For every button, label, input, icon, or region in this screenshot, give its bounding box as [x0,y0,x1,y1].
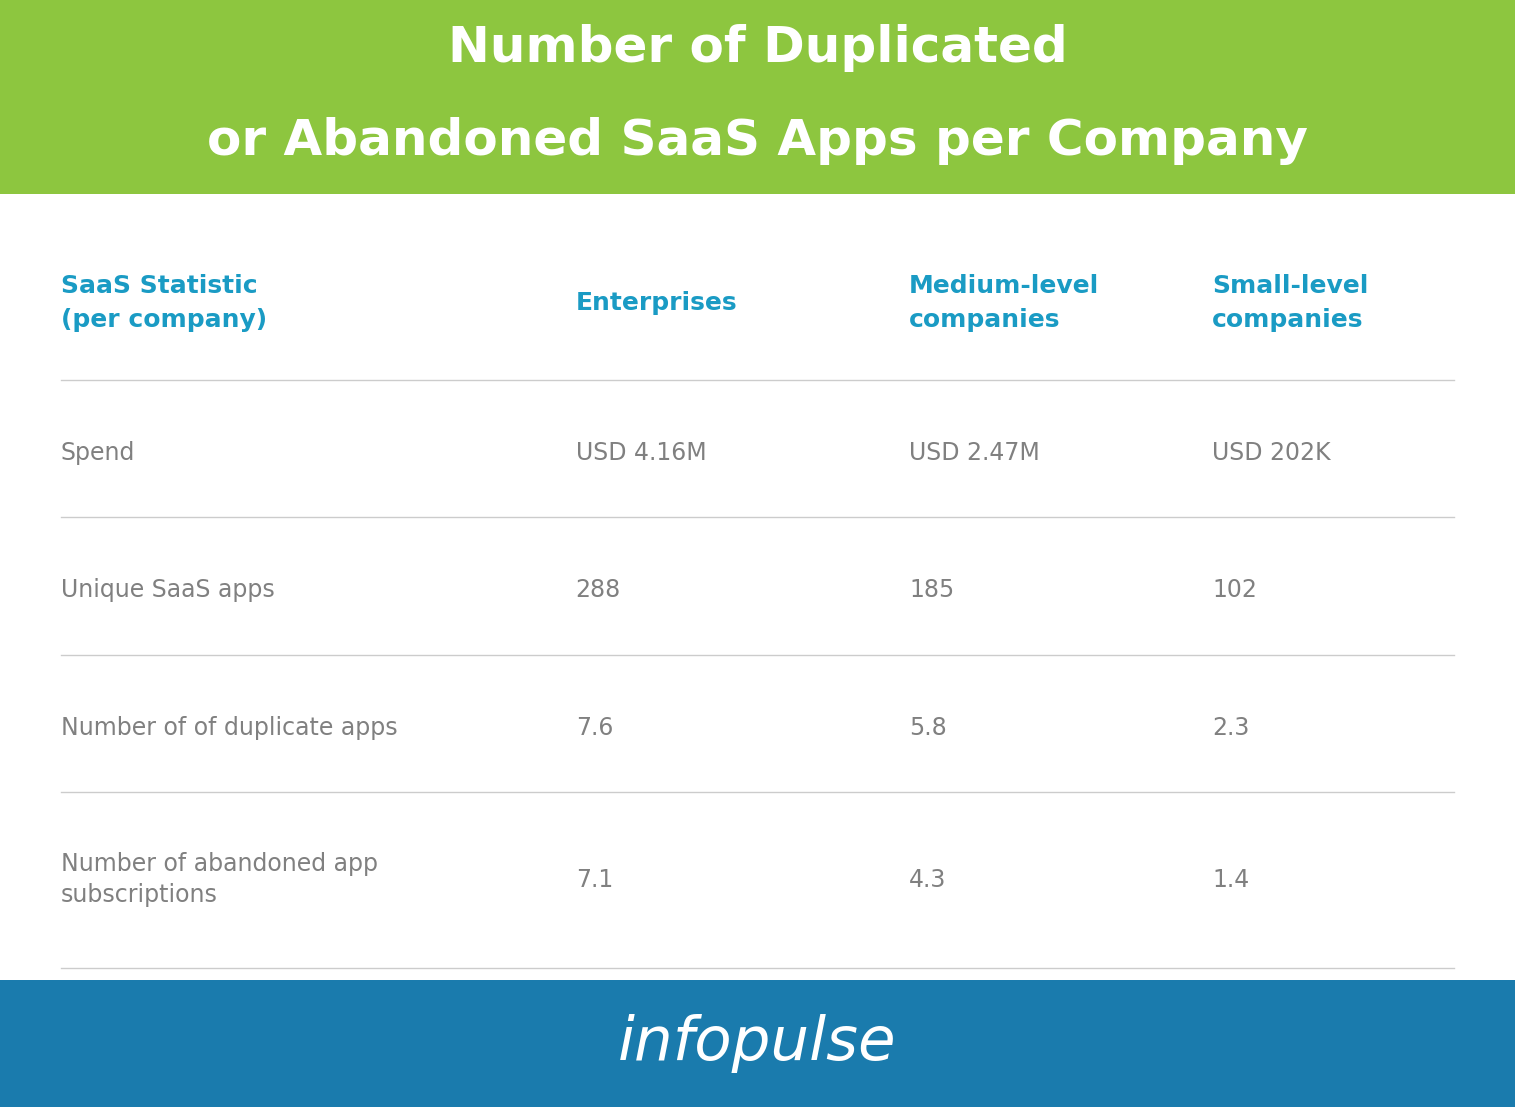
Text: Unique SaaS apps: Unique SaaS apps [61,578,274,602]
Text: USD 4.16M: USD 4.16M [576,442,706,465]
Text: 7.1: 7.1 [576,868,614,891]
Text: 288: 288 [576,578,621,602]
Text: Number of abandoned app
subscriptions: Number of abandoned app subscriptions [61,852,377,908]
Text: Spend: Spend [61,442,135,465]
Text: 185: 185 [909,578,954,602]
Text: Medium-level
companies: Medium-level companies [909,275,1100,332]
Text: 4.3: 4.3 [909,868,947,891]
FancyBboxPatch shape [0,194,1515,980]
Text: Number of of duplicate apps: Number of of duplicate apps [61,715,397,739]
Text: 7.6: 7.6 [576,715,614,739]
Text: 2.3: 2.3 [1212,715,1250,739]
Text: Enterprises: Enterprises [576,291,738,315]
FancyBboxPatch shape [0,980,1515,1107]
Text: Small-level
companies: Small-level companies [1212,275,1368,332]
Text: USD 202K: USD 202K [1212,442,1330,465]
Text: 5.8: 5.8 [909,715,947,739]
Text: SaaS Statistic
(per company): SaaS Statistic (per company) [61,275,267,332]
Text: 1.4: 1.4 [1212,868,1250,891]
Text: 102: 102 [1212,578,1257,602]
FancyBboxPatch shape [0,0,1515,194]
Text: USD 2.47M: USD 2.47M [909,442,1039,465]
Text: or Abandoned SaaS Apps per Company: or Abandoned SaaS Apps per Company [208,117,1307,165]
Text: Number of Duplicated: Number of Duplicated [447,24,1068,72]
Text: infopulse: infopulse [618,1014,897,1073]
